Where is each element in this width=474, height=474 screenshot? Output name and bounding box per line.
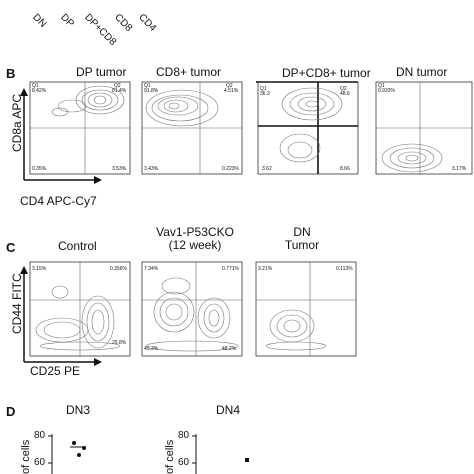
c1-q4-val: 25.8% [112, 340, 127, 346]
b1-q2: Q2 [114, 83, 121, 89]
panel-b-title-1: DP tumor [76, 65, 127, 79]
b1-q1: Q1 [32, 83, 39, 89]
b2-q1: Q1 [144, 83, 151, 89]
b2-q2: Q2 [226, 83, 233, 89]
b2-q1-val: 91.8% [144, 88, 159, 94]
panel-b-title-3-text: DP+CD8+ tumor [282, 66, 371, 80]
b2-q2-val: 4.51% [224, 88, 239, 94]
c1-q1-val: 3.15% [32, 266, 47, 272]
panel-b-title-4: DN tumor [396, 65, 448, 79]
panel-c-y-axis-label: CD44 FITC [10, 273, 24, 334]
c3-q2-val: 0.113% [336, 266, 353, 272]
c2-q2-val: 0.771% [222, 266, 239, 272]
panel-d-title-dn4: DN4 [216, 403, 241, 417]
b3-q2: Q2 [340, 86, 347, 92]
b3-q4-val: 8.66 [340, 166, 350, 172]
b3-q1-val: 36.3 [260, 91, 270, 97]
panel-c-label: C [6, 240, 16, 255]
dn3-tick-60: 60 [34, 457, 46, 468]
b1-q4-val: 3.53% [112, 166, 127, 172]
c1-q2-val: 0.356% [110, 266, 127, 272]
b2-q3-val: 3.43% [144, 166, 159, 172]
panel-d-title-dn3: DN3 [66, 403, 91, 417]
panel-d-label: D [6, 404, 16, 419]
b1-q3-val: 0.35% [32, 166, 47, 172]
c3-q1-val: 3.21% [258, 266, 273, 272]
dn3-tick-80: 80 [34, 430, 46, 441]
b1-q2-val: 81.4% [112, 88, 127, 94]
b1-q1-val: 8.42% [32, 88, 47, 94]
dn4-tick-60: 60 [178, 457, 190, 468]
panel-b-title-3: DP+CD8+ tumor [282, 66, 372, 81]
c2-q4-val: 48.2% [222, 346, 237, 352]
b4-q4-val: 3.17% [452, 166, 467, 172]
panel-c-title-3: DN Tumor [284, 225, 320, 252]
dn4-y-axis-label: of cells [164, 439, 176, 474]
panel-b-x-axis-label: CD4 APC-Cy7 [20, 194, 97, 208]
c2-q1-val: 7.34% [144, 266, 159, 272]
panel-b-title-2: CD8+ tumor [156, 65, 222, 79]
panel-b-label: B [6, 66, 16, 81]
panel-c-title-2: Vav1-P53CKO (12 week) [156, 225, 234, 252]
b3-q3-val: 3.62 [262, 166, 272, 172]
b4-q1-val: 0.933% [378, 88, 395, 94]
b3-q1: Q1 [260, 86, 267, 92]
dn3-y-axis-label: of cells [20, 439, 32, 474]
panel-c-title-1: Control [58, 239, 97, 253]
b3-q2-val: 48.6 [340, 91, 350, 97]
b2-q4-val: 0.223% [222, 166, 239, 172]
c2-q3-val: 40.3% [144, 346, 159, 352]
b4-q1: Q1 [378, 83, 385, 89]
panel-c-x-axis-label: CD25 PE [30, 364, 81, 378]
dn4-tick-80: 80 [178, 430, 190, 441]
